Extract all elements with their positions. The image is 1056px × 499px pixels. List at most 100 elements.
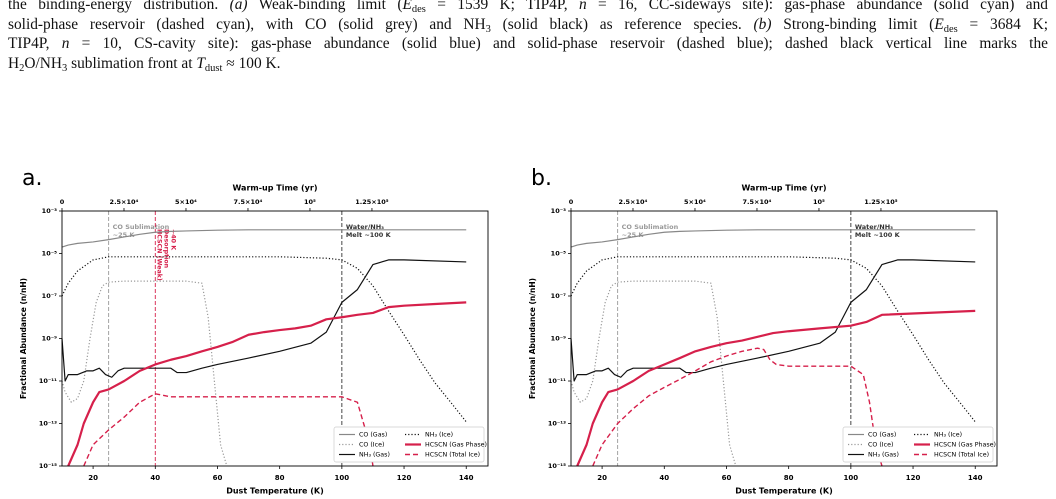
- x-tick-label: 80: [275, 474, 285, 482]
- caption-text: 3: [485, 23, 491, 35]
- legend-label: CO (Gas): [868, 432, 896, 439]
- series-line: [576, 309, 976, 467]
- caption-text: n: [61, 35, 70, 53]
- series-line: [61, 280, 228, 467]
- x2-tick-label: 5×10⁴: [684, 198, 706, 206]
- y-tick-label: 10⁻⁷: [551, 292, 566, 300]
- x2-tick-label: 7.5×10⁴: [234, 198, 263, 206]
- y-tick-label: 10⁻³: [42, 207, 57, 215]
- series-line: [67, 301, 467, 467]
- x2-tick-label: 1.25×10⁵: [864, 198, 898, 206]
- legend-label: HCSCN (Total Ice): [425, 452, 480, 459]
- y-tick-label: 10⁻¹³: [548, 420, 566, 428]
- series-line: [592, 347, 883, 467]
- panel-label: a.: [22, 166, 42, 191]
- caption-text: E: [934, 15, 944, 33]
- series-line: [570, 259, 976, 382]
- x-axis-title: Dust Temperature (K): [226, 487, 324, 496]
- x-axis-title: Dust Temperature (K): [735, 487, 833, 496]
- caption-text: = 10, CS-cavity site): gas-phase abundan…: [69, 35, 1048, 53]
- caption-text: (solid black) as reference species.: [490, 15, 754, 33]
- reference-label: Melt ~100 K: [346, 231, 392, 239]
- x-tick-label: 40: [150, 474, 160, 482]
- legend-label: CO (Ice): [868, 442, 893, 449]
- caption-text: = 3684 K;: [957, 15, 1048, 33]
- reference-label: HCSCN (Weak): [155, 229, 162, 281]
- reference-label: ~25 K: [622, 231, 645, 239]
- reference-label: CO Sublimation: [113, 223, 170, 231]
- legend-label: HCSCN (Gas Phase): [425, 442, 487, 449]
- x2-tick-label: 5×10⁴: [175, 198, 197, 206]
- y-tick-label: 10⁻¹⁵: [548, 462, 566, 470]
- caption-text: des: [943, 23, 958, 35]
- reference-label: Water/NH₃: [855, 223, 893, 231]
- y-tick-label: 10⁻⁹: [42, 335, 57, 343]
- x2-tick-label: 0: [60, 198, 65, 206]
- caption-text: 2: [19, 62, 25, 74]
- x-tick-label: 140: [968, 474, 983, 482]
- caption-text: O/NH: [24, 54, 62, 72]
- caption-line: H2O/NH3 sublimation front at Tdust ≈ 100…: [8, 54, 1048, 74]
- legend-label: NH₃ (Ice): [425, 432, 453, 439]
- legend-label: NH₃ (Gas): [868, 452, 899, 459]
- caption-text: dust: [204, 62, 223, 74]
- caption-text: n: [578, 0, 587, 13]
- caption-text: (b): [753, 15, 772, 33]
- x2-tick-label: 2.5×10⁴: [619, 198, 648, 206]
- x2-axis-title: Warm-up Time (yr): [742, 184, 827, 193]
- y-tick-label: 10⁻⁵: [551, 250, 566, 258]
- caption-line: solid-phase reservoir (dashed cyan), wit…: [8, 15, 1048, 35]
- x2-tick-label: 0: [569, 198, 574, 206]
- caption-text: Strong-binding limit (: [771, 15, 935, 33]
- reference-label: Water/NH₃: [346, 223, 384, 231]
- y-tick-label: 10⁻³: [551, 207, 566, 215]
- caption-text: = 1539 K; TIP4P,: [425, 0, 579, 13]
- chart: b. Warm-up Time (yr) Dust Temperature (K) F…: [528, 166, 998, 496]
- x2-tick-label: 2.5×10⁴: [110, 198, 139, 206]
- series-line: [61, 259, 467, 382]
- x-tick-label: 100: [335, 474, 350, 482]
- y-tick-label: 10⁻⁵: [42, 250, 57, 258]
- legend-label: NH₃ (Ice): [934, 432, 962, 439]
- series-line: [61, 229, 467, 248]
- x-tick-label: 100: [844, 474, 859, 482]
- caption-text: = 16, CC-sideways site): gas-phase abund…: [586, 0, 1048, 13]
- caption-text: solid-phase reservoir (dashed cyan), wit…: [8, 15, 486, 33]
- y-tick-label: 10⁻¹¹: [39, 377, 57, 385]
- plot-frame: [61, 210, 489, 467]
- x-tick-label: 120: [906, 474, 921, 482]
- legend-label: HCSCN (Gas Phase): [934, 442, 996, 449]
- reference-label: ~25 K: [113, 231, 136, 239]
- series-line: [570, 280, 737, 467]
- x2-tick-label: 7.5×10⁴: [743, 198, 772, 206]
- x-tick-label: 60: [722, 474, 732, 482]
- caption-text: (a): [229, 0, 248, 13]
- x-tick-label: 140: [459, 474, 474, 482]
- chart: a. Warm-up Time (yr) Dust Temperature (K) F…: [19, 166, 489, 496]
- caption: the binding-energy distribution. (a) Wea…: [8, 0, 1048, 73]
- series-line: [83, 393, 374, 467]
- x-tick-label: 120: [397, 474, 412, 482]
- y-tick-label: 10⁻¹³: [39, 420, 57, 428]
- x-tick-label: 80: [784, 474, 794, 482]
- caption-text: 3: [62, 62, 68, 74]
- series-line: [570, 229, 976, 248]
- series-line: [570, 256, 976, 423]
- caption-text: T: [196, 54, 205, 72]
- x2-tick-label: 10⁵: [304, 198, 316, 206]
- y-axis-title: Fractional Abundance (n/nH): [528, 278, 537, 399]
- reference-label: ~40 K: [169, 229, 176, 251]
- y-tick-label: 10⁻¹¹: [548, 377, 566, 385]
- legend-label: NH₃ (Gas): [359, 452, 390, 459]
- y-tick-label: 10⁻⁷: [42, 292, 57, 300]
- reference-label: Melt ~100 K: [855, 231, 901, 239]
- caption-text: des: [411, 4, 426, 15]
- y-axis-title: Fractional Abundance (n/nH): [19, 278, 28, 399]
- plot-frame: [570, 210, 998, 467]
- y-tick-label: 10⁻⁹: [551, 335, 566, 343]
- caption-text: E: [402, 0, 412, 13]
- caption-text: the binding-energy distribution.: [8, 0, 230, 13]
- y-tick-label: 10⁻¹⁵: [39, 462, 57, 470]
- x-tick-label: 20: [88, 474, 98, 482]
